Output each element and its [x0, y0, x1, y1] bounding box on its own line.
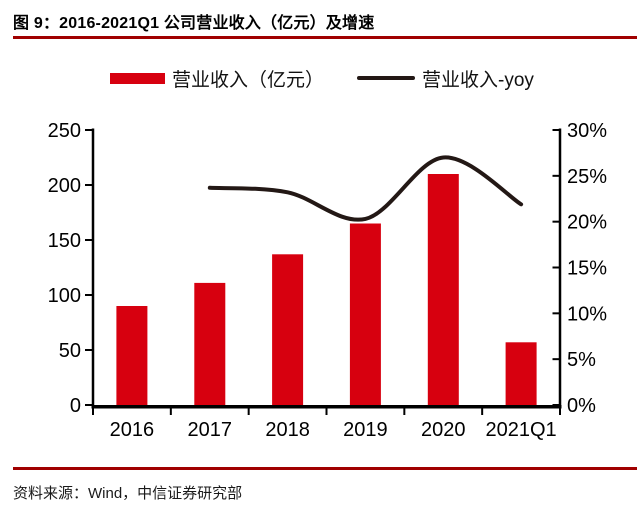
bar-2018 [272, 254, 304, 405]
left-axis-label: 150 [48, 230, 81, 252]
yoy-line [207, 155, 524, 222]
right-axis-label: 20% [567, 212, 607, 234]
x-axis-label: 2020 [421, 419, 466, 441]
title-divider-rule [13, 36, 637, 39]
x-axis-label: 2018 [265, 419, 310, 441]
bar-2021Q1 [505, 342, 537, 405]
bar-2019 [349, 223, 381, 405]
left-axis-label: 200 [48, 175, 81, 197]
right-axis-label: 25% [567, 166, 607, 188]
right-axis-label: 10% [567, 303, 607, 325]
source-note: 资料来源：Wind，中信证券研究部 [13, 485, 243, 502]
line-series-label: 营业收入-yoy [422, 69, 534, 91]
right-axis-label: 5% [567, 349, 596, 371]
bar-2017 [194, 282, 226, 405]
line-series-swatch [357, 76, 416, 80]
right-axis-label: 30% [567, 120, 607, 142]
left-axis-label: 250 [48, 120, 81, 142]
x-axis-label: 2017 [188, 419, 233, 441]
chart-legend: 营业收入（亿元） 营业收入-yoy [110, 66, 534, 91]
bar-series-label: 营业收入（亿元） [172, 69, 325, 91]
bar-2016 [116, 306, 148, 405]
left-axis-label: 100 [48, 285, 81, 307]
right-axis-label: 0% [567, 395, 596, 417]
bar-2020 [427, 174, 459, 405]
x-axis-label: 2019 [343, 419, 388, 441]
figure-title: 图 9：2016-2021Q1 公司营业收入（亿元）及增速 [13, 15, 375, 32]
left-axis-label: 0 [70, 395, 81, 417]
bar-series-swatch [110, 72, 165, 84]
left-axis-label: 50 [59, 340, 81, 362]
right-axis-label: 15% [567, 258, 607, 280]
x-axis-label: 2016 [110, 419, 155, 441]
x-axis-label: 2021Q1 [485, 419, 556, 441]
footer-divider-rule [13, 467, 637, 470]
